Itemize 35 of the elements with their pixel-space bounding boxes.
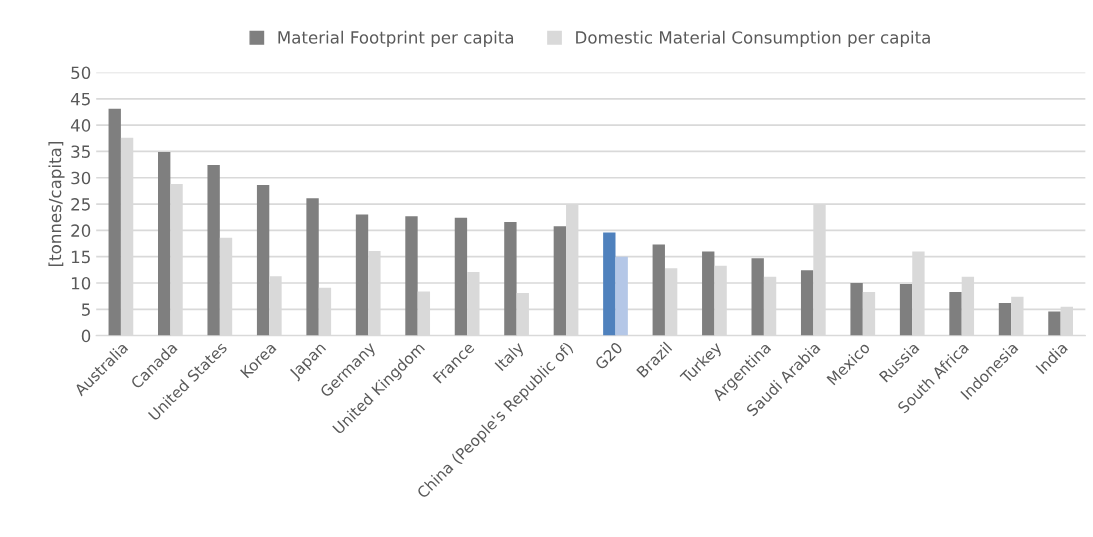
y-tick-label: 10 [71, 276, 91, 290]
bar [949, 291, 962, 336]
bar [405, 216, 418, 336]
bar [108, 108, 121, 336]
y-tick-label: 50 [71, 66, 91, 80]
y-tick-label: 30 [71, 171, 91, 185]
y-axis-title: [tonnes/capita] [48, 142, 65, 266]
bar [306, 198, 319, 336]
bar [850, 283, 863, 336]
bar [800, 270, 814, 336]
legend-label: Domestic Material Consumption per capita [576, 30, 930, 47]
y-tick-label: 35 [71, 145, 90, 158]
y-tick-label: 0 [81, 329, 91, 343]
y-tick-label: 15 [71, 250, 90, 264]
bar [615, 256, 628, 336]
y-tick-label: 5 [82, 303, 90, 316]
bar [553, 226, 567, 336]
bar [652, 244, 665, 336]
bar [603, 232, 616, 336]
bar [998, 303, 1012, 336]
y-tick-label: 20 [71, 224, 91, 237]
bar [256, 185, 270, 336]
y-tick-label: 45 [70, 92, 90, 106]
bar [355, 214, 369, 336]
bar [899, 284, 913, 336]
legend-label: Material Footprint per capita [278, 30, 514, 47]
bar [504, 221, 517, 336]
bar [1048, 311, 1061, 336]
bar [751, 258, 764, 336]
bar [158, 151, 171, 336]
bar [207, 165, 220, 336]
y-tick-label: 40 [70, 119, 91, 132]
y-tick-label: 25 [71, 198, 90, 211]
bar [702, 251, 715, 336]
bar [454, 217, 468, 336]
